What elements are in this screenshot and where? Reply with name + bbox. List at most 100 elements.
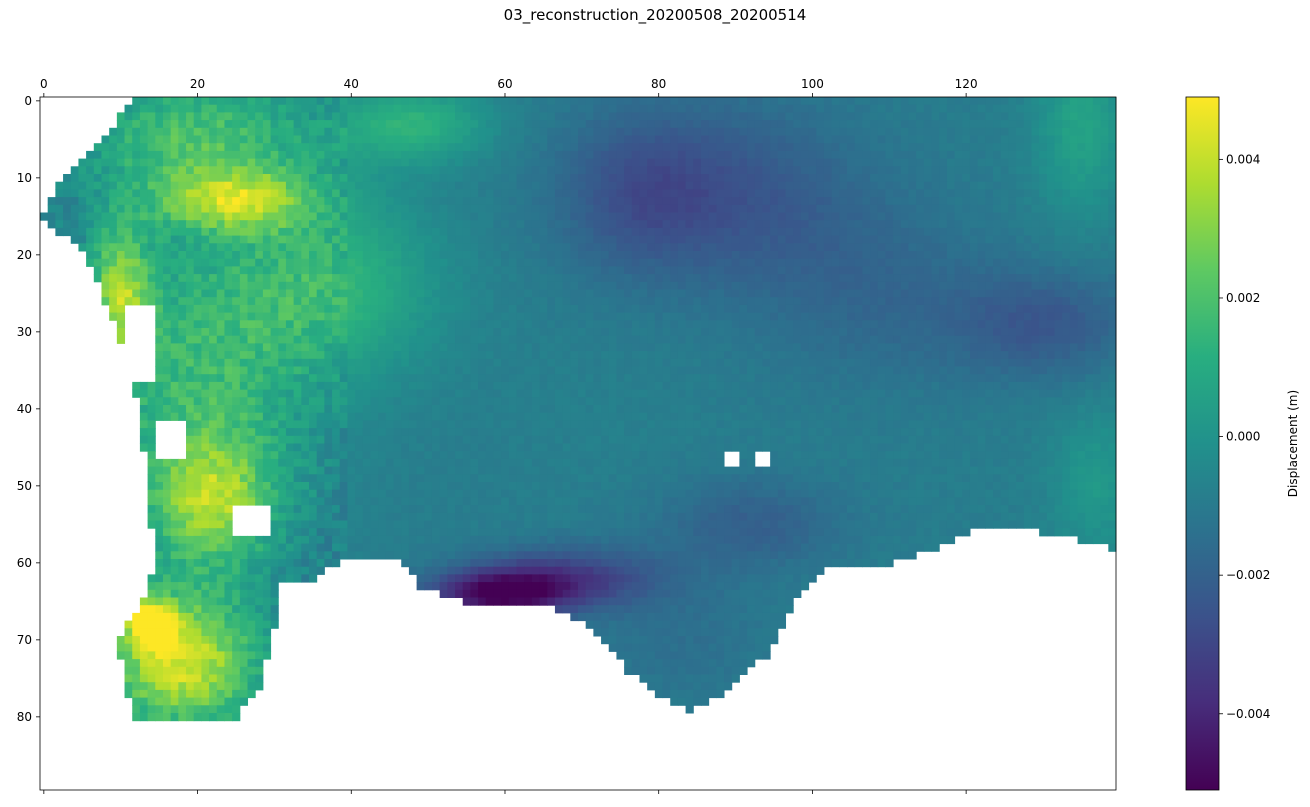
heatmap-cell <box>739 120 748 129</box>
heatmap-cell <box>455 251 464 260</box>
heatmap-cell <box>301 328 310 337</box>
heatmap-cell <box>470 381 479 391</box>
heatmap-cell <box>1016 227 1025 237</box>
heatmap-cell <box>332 143 341 152</box>
heatmap-cell <box>316 328 325 337</box>
heatmap-cell <box>662 150 671 160</box>
heatmap-cell <box>301 274 310 283</box>
heatmap-cell <box>808 104 817 113</box>
heatmap-cell <box>708 143 717 152</box>
heatmap-cell <box>777 174 787 183</box>
heatmap-cell <box>962 351 971 360</box>
heatmap-cell <box>224 127 233 136</box>
heatmap-cell <box>570 104 579 113</box>
heatmap-cell <box>247 297 256 306</box>
heatmap-cell <box>923 243 933 252</box>
heatmap-cell <box>393 312 402 321</box>
heatmap-cell <box>747 104 756 113</box>
heatmap-cell <box>700 274 710 283</box>
heatmap-cell <box>393 320 402 329</box>
heatmap-cell <box>739 374 748 383</box>
heatmap-cell <box>593 274 602 283</box>
heatmap-cell <box>1062 227 1071 237</box>
heatmap-cell <box>639 127 648 136</box>
heatmap-cell <box>293 181 302 190</box>
heatmap-cell <box>631 127 640 136</box>
heatmap-cell <box>1108 358 1117 367</box>
heatmap-cell <box>731 104 740 113</box>
heatmap-cell <box>370 227 379 237</box>
heatmap-cell <box>893 197 902 206</box>
heatmap-cell <box>716 220 725 229</box>
heatmap-cell <box>900 189 909 198</box>
heatmap-cell <box>132 174 141 183</box>
heatmap-cell <box>493 127 502 136</box>
heatmap-cell <box>439 227 448 237</box>
heatmap-cell <box>670 266 679 275</box>
heatmap-cell <box>608 235 617 244</box>
heatmap-cell <box>985 204 994 213</box>
heatmap-cell <box>570 266 579 275</box>
heatmap-cell <box>116 258 126 267</box>
heatmap-cell <box>232 266 241 275</box>
heatmap-cell <box>831 127 840 136</box>
heatmap-cell <box>662 127 671 136</box>
heatmap-cell <box>216 297 225 306</box>
heatmap-cell <box>547 297 556 306</box>
heatmap-cell <box>78 212 87 221</box>
heatmap-cell <box>1039 212 1048 221</box>
heatmap-cell <box>531 274 541 283</box>
heatmap-cell <box>1054 251 1063 260</box>
heatmap-cell <box>339 335 348 344</box>
heatmap-cell <box>847 127 856 136</box>
heatmap-cell <box>516 112 525 121</box>
heatmap-cell <box>186 328 195 337</box>
heatmap-cell <box>301 366 310 375</box>
heatmap-cell <box>201 166 210 175</box>
heatmap-cell <box>539 112 548 121</box>
heatmap-cell <box>101 258 110 267</box>
heatmap-cell <box>362 251 371 260</box>
heatmap-cell <box>847 258 856 267</box>
heatmap-cell <box>1016 274 1025 283</box>
heatmap-cell <box>393 258 402 267</box>
heatmap-cell <box>485 135 494 144</box>
heatmap-cell <box>1085 274 1094 283</box>
heatmap-cell <box>601 97 610 106</box>
heatmap-cell <box>316 212 325 221</box>
heatmap-cell <box>393 166 402 175</box>
heatmap-cell <box>186 220 195 229</box>
heatmap-cell <box>1023 304 1032 314</box>
heatmap-cell <box>547 335 556 344</box>
heatmap-cell <box>501 127 510 136</box>
heatmap-cell <box>923 158 933 167</box>
heatmap-cell <box>162 97 172 106</box>
heatmap-cell <box>239 158 249 167</box>
heatmap-cell <box>524 197 533 206</box>
heatmap-cell <box>431 158 441 167</box>
heatmap-cell <box>516 158 525 167</box>
heatmap-cell <box>531 243 541 252</box>
heatmap-cell <box>1085 120 1094 129</box>
heatmap-cell <box>685 258 694 267</box>
heatmap-cell <box>531 135 541 144</box>
heatmap-cell <box>1000 335 1009 344</box>
heatmap-cell <box>624 158 633 167</box>
heatmap-cell <box>216 166 225 175</box>
heatmap-cell <box>116 158 126 167</box>
heatmap-cell <box>800 312 810 321</box>
heatmap-cell <box>186 127 195 136</box>
heatmap-cell <box>762 343 771 352</box>
heatmap-cell <box>946 358 956 367</box>
heatmap-cell <box>647 112 656 121</box>
heatmap-cell <box>954 351 963 360</box>
heatmap-cell <box>239 174 249 183</box>
heatmap-cell <box>332 358 341 367</box>
heatmap-cell <box>447 143 456 152</box>
heatmap-cell <box>885 166 894 175</box>
heatmap-cell <box>1008 97 1017 106</box>
heatmap-cell <box>923 135 933 144</box>
heatmap-cell <box>716 112 725 121</box>
heatmap-cell <box>355 97 364 106</box>
heatmap-cell <box>578 328 587 337</box>
